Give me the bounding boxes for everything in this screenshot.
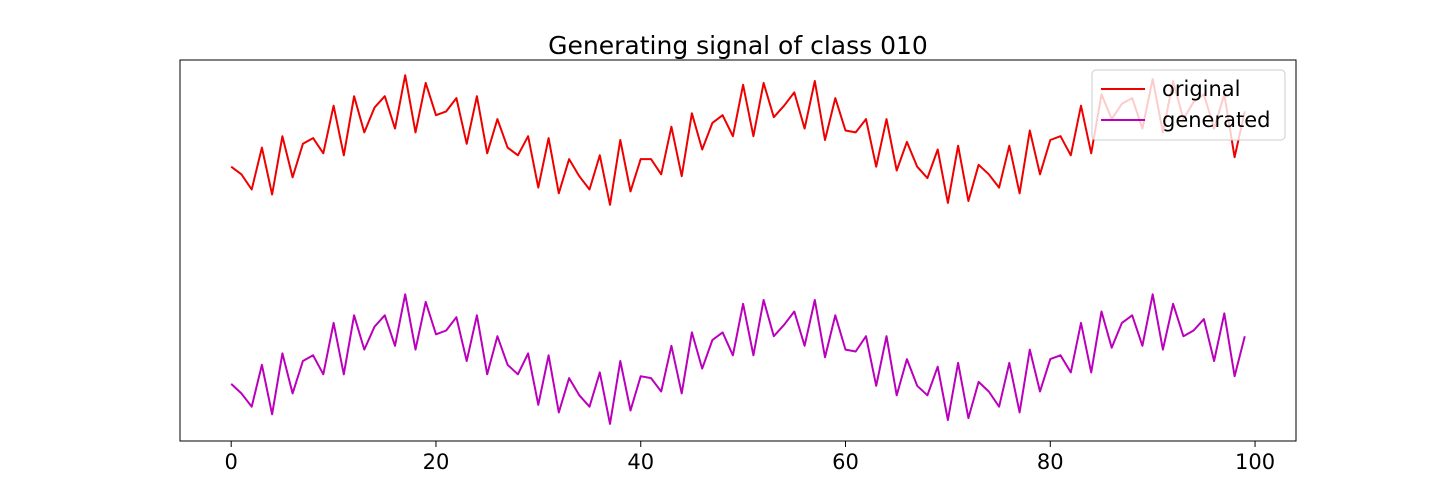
legend-label-original: original — [1162, 77, 1241, 101]
legend-label-generated: generated — [1162, 108, 1270, 132]
series-line-generated — [230, 293, 1246, 425]
legend: original generated — [1091, 69, 1286, 141]
x-tick-label-40: 40 — [627, 450, 654, 474]
x-tick-label-0: 0 — [225, 450, 238, 474]
x-tick-label-80: 80 — [1037, 450, 1064, 474]
series-layer — [230, 74, 1246, 425]
x-tick-label-100: 100 — [1235, 450, 1275, 474]
series-line-original — [230, 74, 1246, 206]
legend-box — [1091, 69, 1286, 141]
x-tick-label-20: 20 — [423, 450, 450, 474]
chart-title: Generating signal of class 010 — [548, 31, 928, 60]
x-tick-label-60: 60 — [832, 450, 859, 474]
x-axis: 0 20 40 60 80 100 — [225, 441, 1275, 474]
